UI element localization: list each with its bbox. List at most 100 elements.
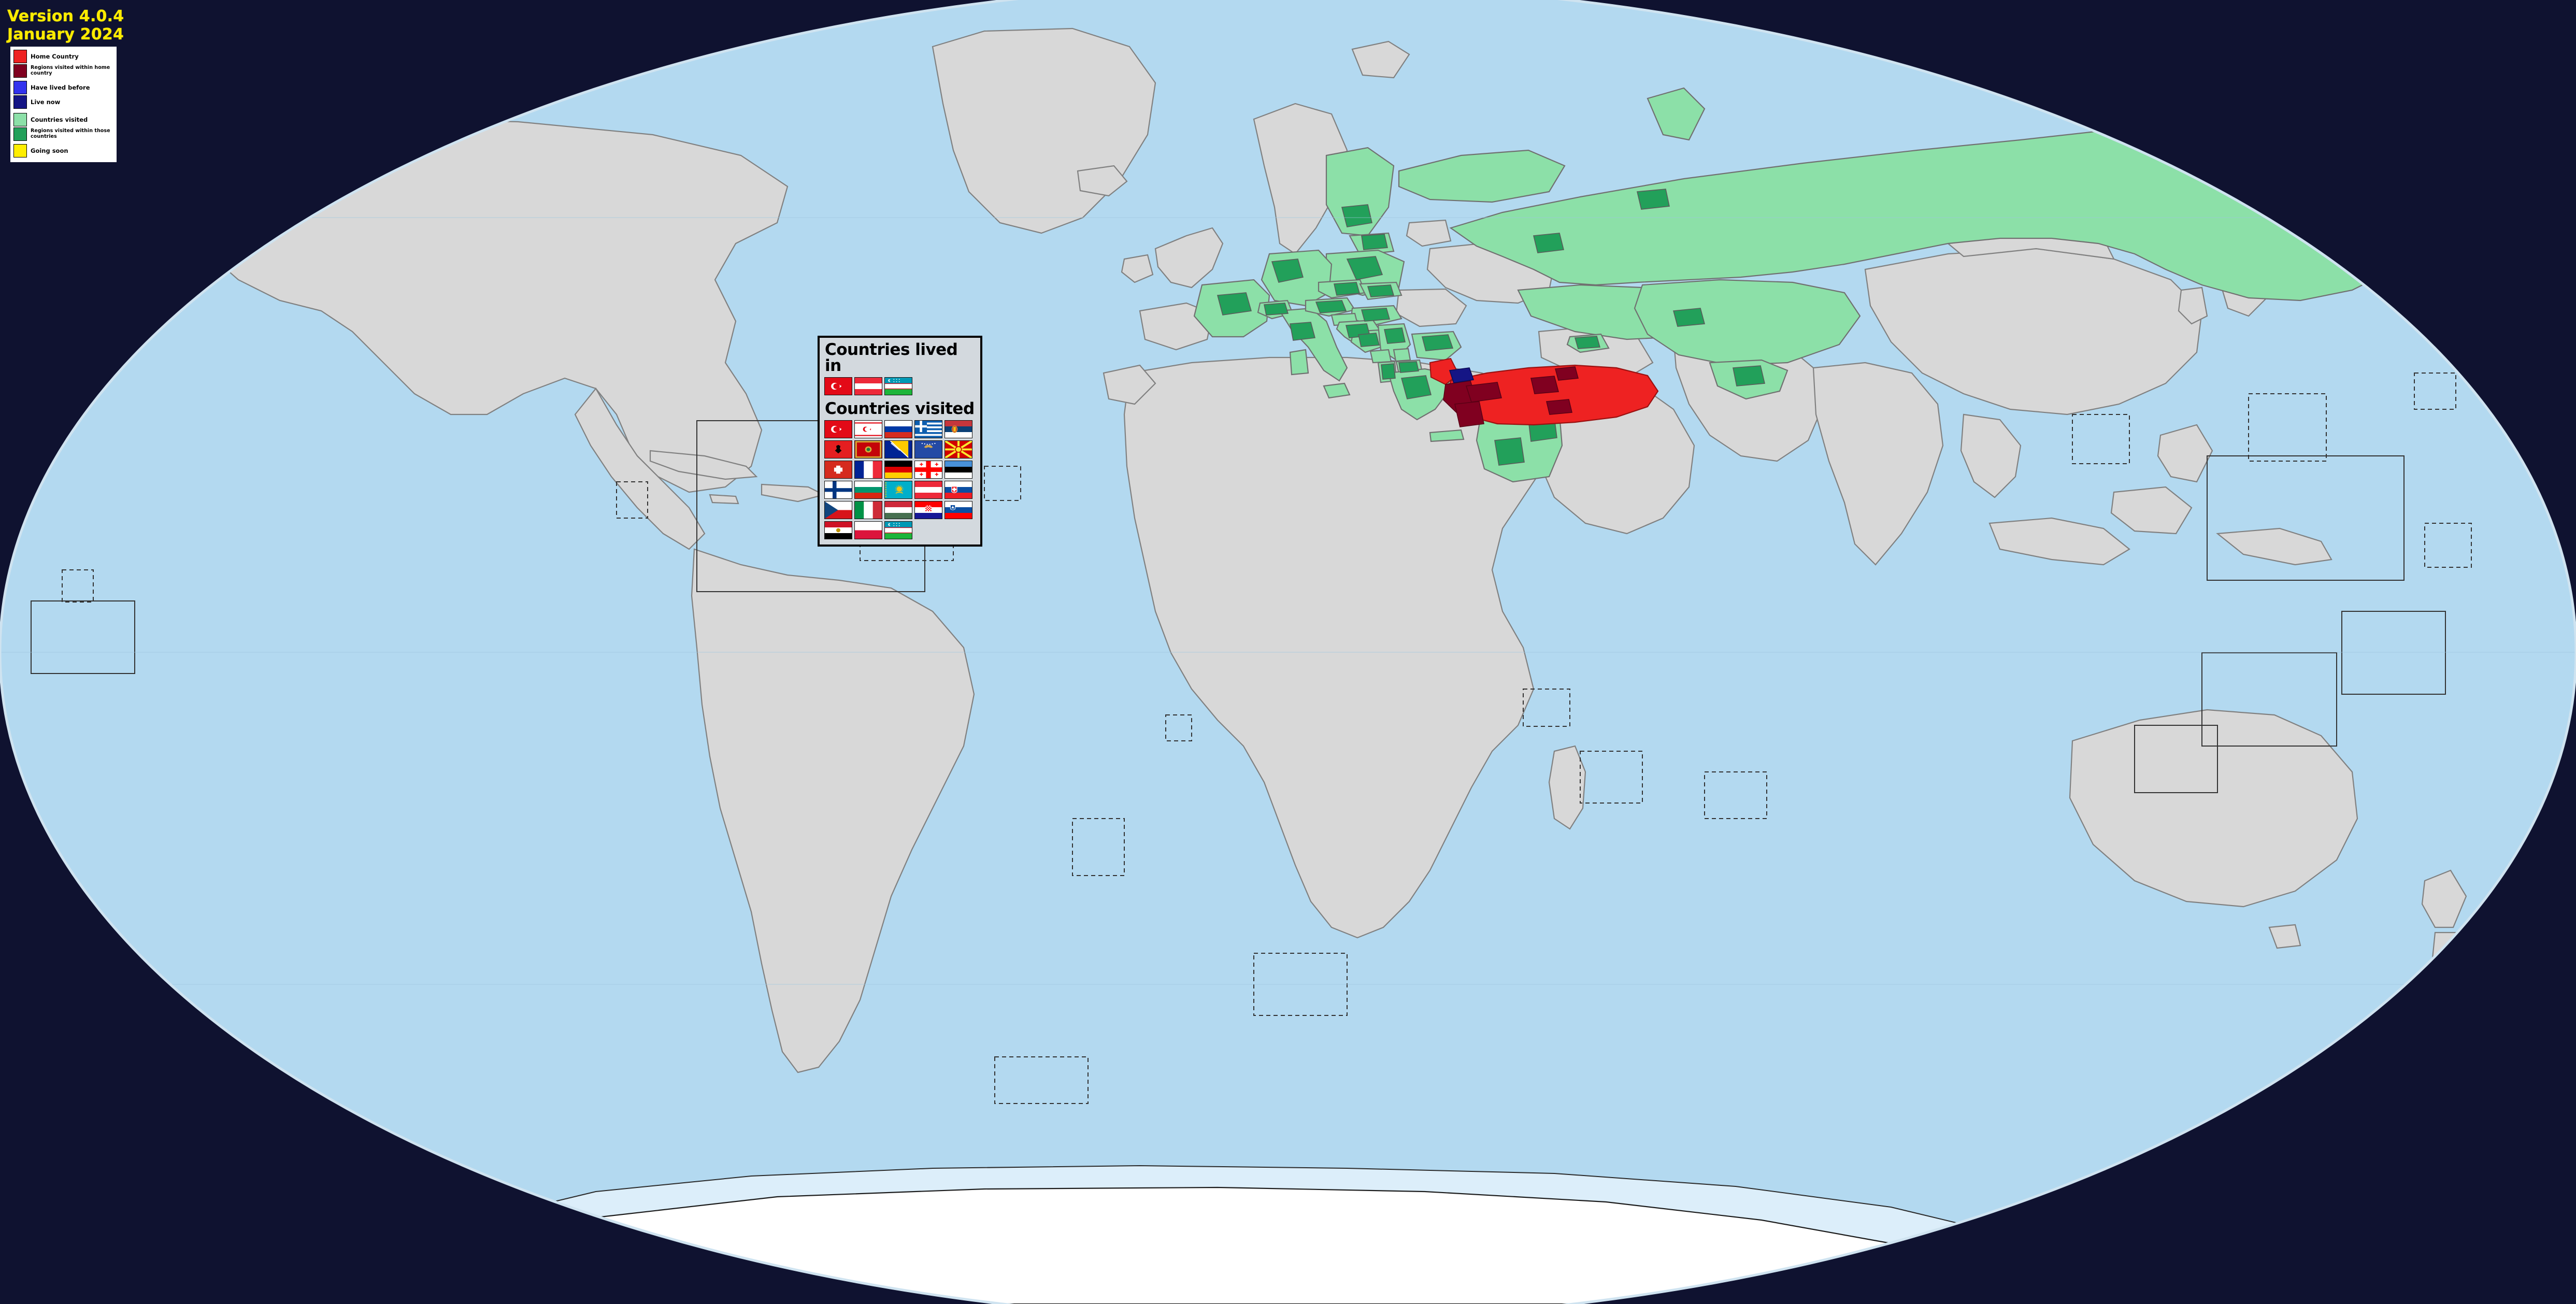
india [1812,362,1944,566]
tasmania [2268,924,2301,949]
svalbard [1351,40,1410,79]
flag-uzbekistan-icon [884,521,912,539]
antarctica [455,1186,2049,1304]
flag-turkey-icon [824,420,852,438]
region-aegean [1454,401,1484,427]
region-georgia [1574,336,1601,349]
lived-in-flag-grid [824,377,976,395]
region-central [1530,376,1559,394]
flag-poland-icon [854,521,882,539]
map-legend: Home Country Regions visited within home … [10,47,117,162]
legend-label: Home Country [31,52,79,60]
legend-label: Live now [31,98,61,106]
region-switzerland [1264,303,1289,316]
graticule [0,217,2576,985]
legend-swatch [13,127,27,141]
legend-row: Have lived before [13,81,114,94]
lived-in-heading: Countries lived in [825,340,958,375]
istanbul-live-now [1449,367,1475,383]
visited-flag-grid [824,420,976,539]
region-italy [1290,322,1316,341]
home-country-layer [1429,357,1659,427]
region-finland [1341,204,1372,227]
philippines [2157,424,2213,483]
region-north-central [1554,366,1579,381]
flag-croatia-icon [914,501,942,519]
flag-switzerland-icon [824,461,852,479]
legend-swatch [13,113,27,126]
borneo [2110,486,2193,535]
morocco [1103,364,1156,405]
region-poland [1346,256,1383,280]
madagascar [1548,745,1586,830]
flag-russia-icon [884,420,912,438]
region-kazakhstan [1672,308,1706,327]
region-serbia [1384,327,1406,344]
region-bosnia [1358,333,1380,347]
kazakhstan [1634,279,1861,366]
region-cappadocia [1546,399,1572,415]
legend-label: Countries visited [31,116,88,123]
flag-finland-icon [824,481,852,499]
legend-swatch [13,64,27,78]
region-france [1217,292,1252,316]
flag-montenegro-icon [854,440,882,458]
crete [1429,429,1465,442]
region-uzbekistan [1733,365,1765,386]
baltics [1406,219,1452,247]
legend-row: Regions visited within home country [13,64,114,78]
flag-egypt-icon [824,521,852,539]
region-estonia [1361,234,1388,250]
flag-czechia-icon [824,501,852,519]
flag-france-icon [854,461,882,479]
version-caption: Version 4.0.4 January 2024 [7,7,124,44]
sicily [1323,382,1351,399]
flag-germany-icon [884,461,912,479]
russia-northwest [1398,149,1566,203]
legend-swatch [13,95,27,109]
sumatra-java [1988,517,2130,566]
new-guinea [2216,527,2332,566]
flag-georgia-icon [914,461,942,479]
region-izmir-north [1465,382,1502,403]
region-bulgaria [1421,334,1454,351]
legend-row: Countries visited [13,113,114,126]
region-greece [1400,375,1432,399]
flag-serbia-icon [944,420,972,438]
kosovo [1393,348,1411,362]
flag-estonia-icon [944,461,972,479]
region-slovakia [1367,284,1395,297]
hispaniola [761,483,826,503]
date-line: January 2024 [7,25,124,44]
flag-slovakia-icon [944,481,972,499]
flag-bulgaria-icon [854,481,882,499]
flag-italy-icon [854,501,882,519]
legend-row: Going soon [13,144,114,157]
central-america [574,388,706,550]
jamaica [709,494,739,505]
legend-swatch [13,144,27,157]
flag-greece-icon [914,420,942,438]
legend-row: Regions visited within those countries [13,127,114,141]
flag-slovenia-icon [944,501,972,519]
australia [2069,709,2358,908]
iceland [1077,165,1128,197]
south-america [691,548,975,1073]
scandinavia [1253,103,1348,255]
korea [2178,286,2208,325]
sardinia [1289,349,1309,376]
montenegro [1369,349,1392,364]
region-germany [1271,259,1304,283]
legend-label: Regions visited within home country [31,65,110,76]
flag-hungary-icon [884,501,912,519]
flag-austria-icon [854,377,882,395]
flag-kazakhstan-icon [884,481,912,499]
legend-row: Home Country [13,50,114,63]
landmasses [77,27,2467,1073]
flag-kosovo-icon [914,440,942,458]
ireland [1121,254,1154,283]
novaya-zemlya [1647,87,1706,141]
region-hungary [1361,308,1391,322]
